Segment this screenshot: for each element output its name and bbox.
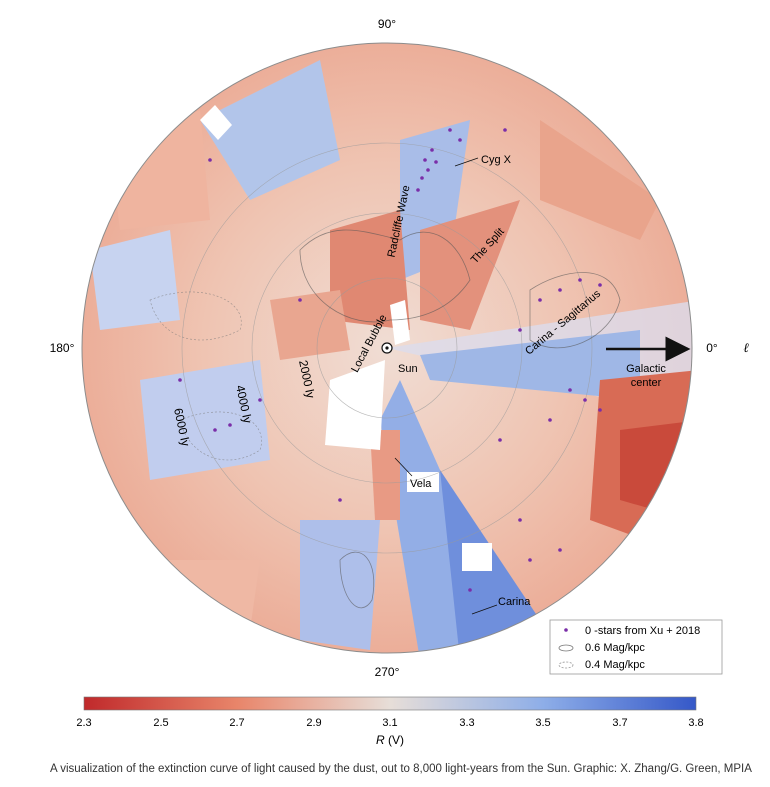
longitude-label-180: 180° [50, 341, 75, 355]
galactic-center-label-line2: center [631, 377, 662, 389]
colorbar-tick-3.7: 3.7 [612, 717, 627, 729]
colorbar-tick-2.3: 2.3 [76, 717, 91, 729]
legend-contour-weak: 0.4 Mag/kpc [585, 659, 645, 671]
star-markers [178, 128, 602, 592]
legend-stars: 0 -stars from Xu + 2018 [585, 625, 700, 637]
longitude-label-0: 0° [706, 341, 718, 355]
cyg-x-callout: Cyg X [454, 154, 512, 167]
vela-callout: Vela [394, 457, 432, 490]
colorbar-label: R (V) [376, 733, 404, 747]
longitude-label-270: 270° [375, 665, 400, 679]
longitude-axis-symbol: ℓ [743, 340, 749, 355]
dashed-contour-legend-icon [558, 661, 574, 669]
legend: 0 -stars from Xu + 2018 0.6 Mag/kpc 0.4 … [549, 619, 723, 675]
figure-caption: A visualization of the extinction curve … [50, 763, 752, 775]
carina-label: Carina [498, 596, 531, 608]
colorbar: 2.3 2.5 2.7 2.9 3.1 3.3 3.5 3.7 3.8 R (V… [76, 696, 704, 747]
solid-contour-legend-icon [558, 644, 574, 652]
longitude-label-90: 90° [378, 17, 396, 31]
colorbar-tick-3.5: 3.5 [535, 717, 550, 729]
legend-contour-strong: 0.6 Mag/kpc [585, 642, 645, 654]
colorbar-tick-2.7: 2.7 [229, 717, 244, 729]
extinction-map-figure: 90° 180° 0° ℓ 270° 2000 ly 4000 ly 6000 … [50, 17, 750, 747]
cyg-x-label: Cyg X [481, 154, 512, 166]
colorbar-label-main: R [376, 733, 385, 747]
colorbar-tick-3.1: 3.1 [382, 717, 397, 729]
sun-icon [381, 342, 393, 354]
galactic-center-label-line1: Galactic [626, 363, 666, 375]
carina-callout: Carina [471, 596, 531, 615]
colorbar-tick-3.8: 3.8 [688, 717, 703, 729]
colorbar-tick-2.9: 2.9 [306, 717, 321, 729]
sun-label: Sun [398, 363, 418, 375]
colorbar-tick-2.5: 2.5 [153, 717, 168, 729]
colorbar-label-unit: (V) [385, 733, 404, 747]
vela-label: Vela [410, 478, 432, 490]
star-legend-icon [564, 628, 568, 632]
colorbar-tick-3.3: 3.3 [459, 717, 474, 729]
